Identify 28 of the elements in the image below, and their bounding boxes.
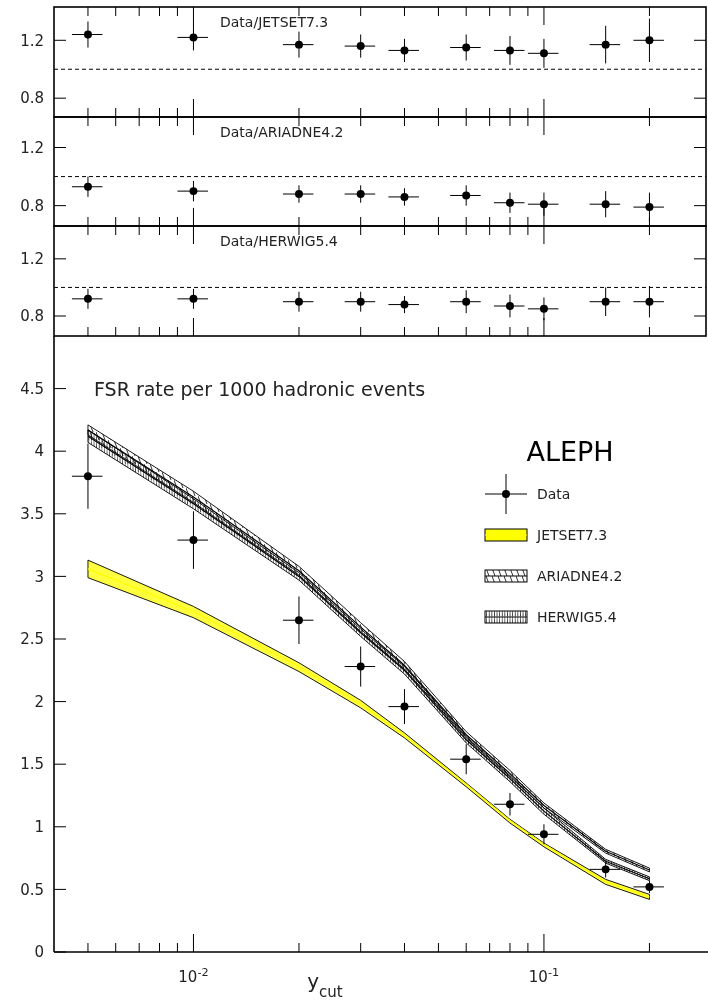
x-tick-label: 10$^{-2}$ (178, 965, 209, 986)
y-tick-label: 1.2 (20, 250, 44, 269)
text: Data/HERWIG5.4 (220, 233, 338, 249)
y-tick-label: 2.5 (20, 630, 44, 649)
y-tick-label: 3 (34, 567, 44, 586)
y-tick-label: 3.5 (20, 505, 44, 524)
x-axis-title: y$_{cut}$ (307, 969, 343, 1001)
y-tick-label: 0.8 (20, 307, 44, 326)
y-tick-label: 2 (34, 692, 44, 711)
y-tick-label: 0.8 (20, 89, 44, 108)
y-tick-label: 0 (34, 943, 44, 962)
text: FSR rate per 1000 hadronic events (94, 378, 426, 400)
x-tick-label: 10$^{-1}$ (528, 965, 560, 986)
text: Data/JETSET7.3 (220, 14, 329, 30)
legend-label: ARIADNE4.2 (537, 567, 623, 584)
legend-label: HERWIG5.4 (537, 608, 617, 625)
text: Data/ARIADNE4.2 (220, 124, 344, 140)
annotation: ALEPH (526, 436, 614, 467)
y-tick-label: 4.5 (20, 379, 44, 398)
y-tick-label: 0.8 (20, 196, 44, 215)
y-tick-label: 1.2 (20, 31, 44, 50)
legend-label: Data (537, 485, 571, 502)
y-tick-label: 1.2 (20, 138, 44, 157)
legend-label: JETSET7.3 (536, 526, 608, 543)
y-tick-label: 1.5 (20, 755, 44, 774)
y-tick-label: 4 (34, 442, 44, 461)
y-tick-label: 1 (34, 818, 44, 837)
y-tick-label: 0.5 (20, 880, 44, 899)
